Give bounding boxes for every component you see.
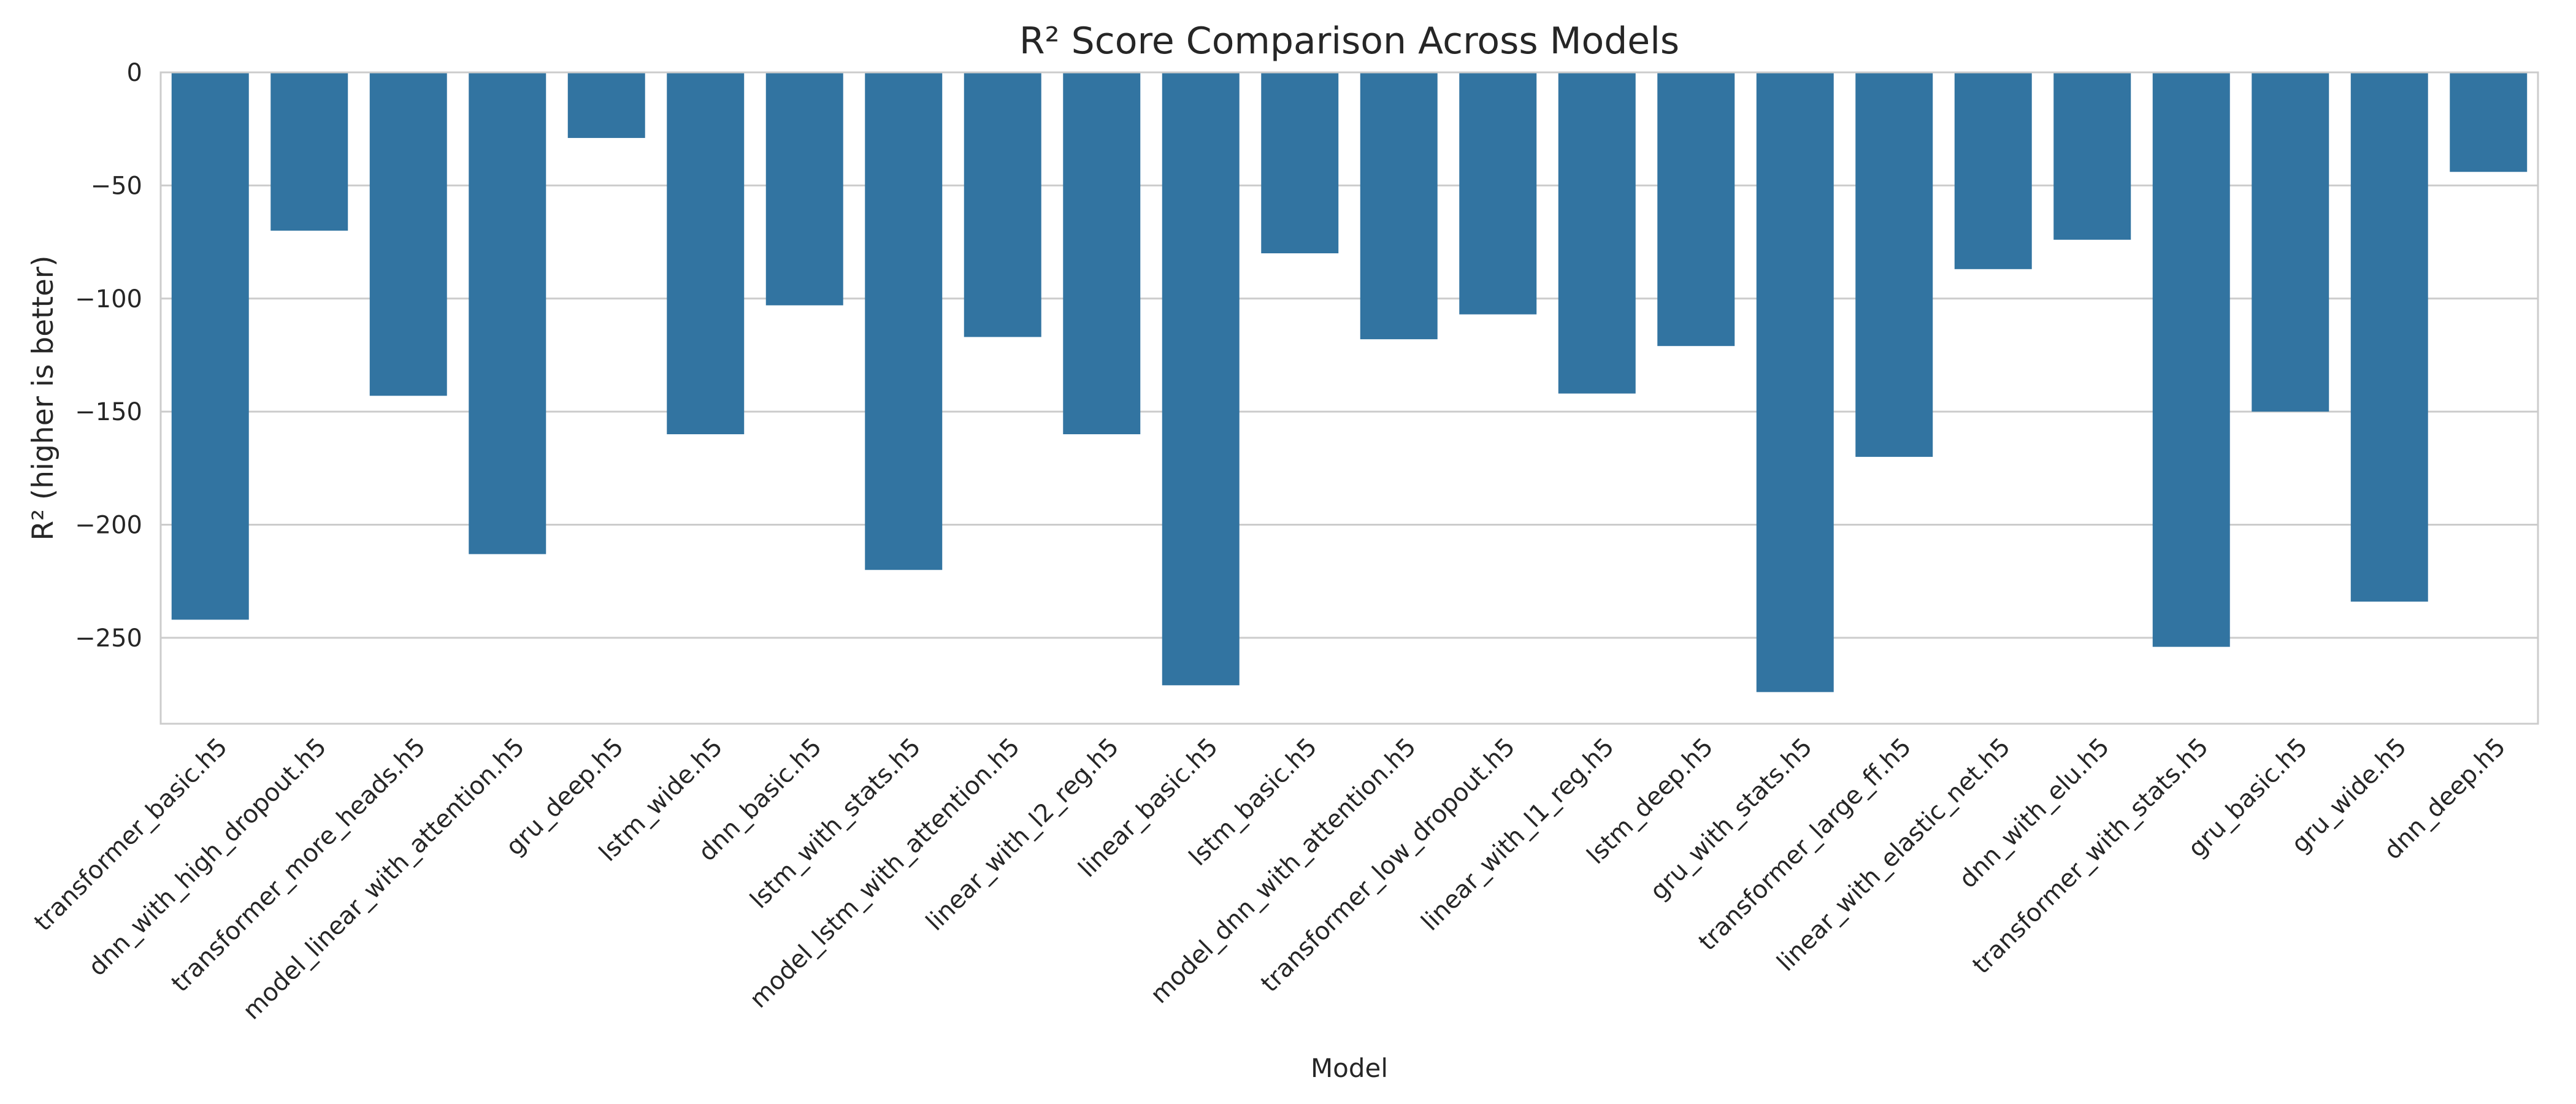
bar — [1459, 72, 1537, 315]
y-tick-label: 0 — [127, 59, 142, 87]
bar — [667, 72, 745, 434]
bar — [469, 72, 546, 554]
bar — [1954, 72, 2032, 269]
bar — [865, 72, 943, 570]
bar — [567, 72, 645, 138]
bar — [1063, 72, 1141, 434]
y-tick-labels: 0 −50 −100 −150 −200 −250 — [75, 59, 142, 653]
bar — [2152, 72, 2230, 647]
y-tick-label: −100 — [75, 285, 142, 313]
bar — [1855, 72, 1933, 457]
chart-title: R² Score Comparison Across Models — [1019, 20, 1679, 63]
bar — [1657, 72, 1735, 347]
bar — [1162, 72, 1240, 686]
bars — [171, 72, 2528, 692]
bar — [270, 72, 348, 231]
bar — [1756, 72, 1834, 692]
bar — [2450, 72, 2528, 172]
y-tick-label: −200 — [75, 512, 142, 540]
bar — [2053, 72, 2131, 240]
y-tick-label: −150 — [75, 398, 142, 426]
bar — [1261, 72, 1339, 253]
plot-frame — [159, 71, 2539, 725]
x-axis-label: Model — [1311, 1053, 1388, 1083]
bar — [964, 72, 1041, 337]
y-tick-label: −250 — [75, 624, 142, 653]
bar — [2252, 72, 2329, 412]
bar — [171, 72, 249, 620]
bar — [1360, 72, 1438, 340]
y-axis-label: R² (higher is better) — [26, 255, 60, 540]
bar — [1558, 72, 1636, 394]
bar — [369, 72, 447, 396]
bar — [765, 72, 843, 305]
y-tick-label: −50 — [91, 172, 142, 200]
bar — [2350, 72, 2428, 602]
